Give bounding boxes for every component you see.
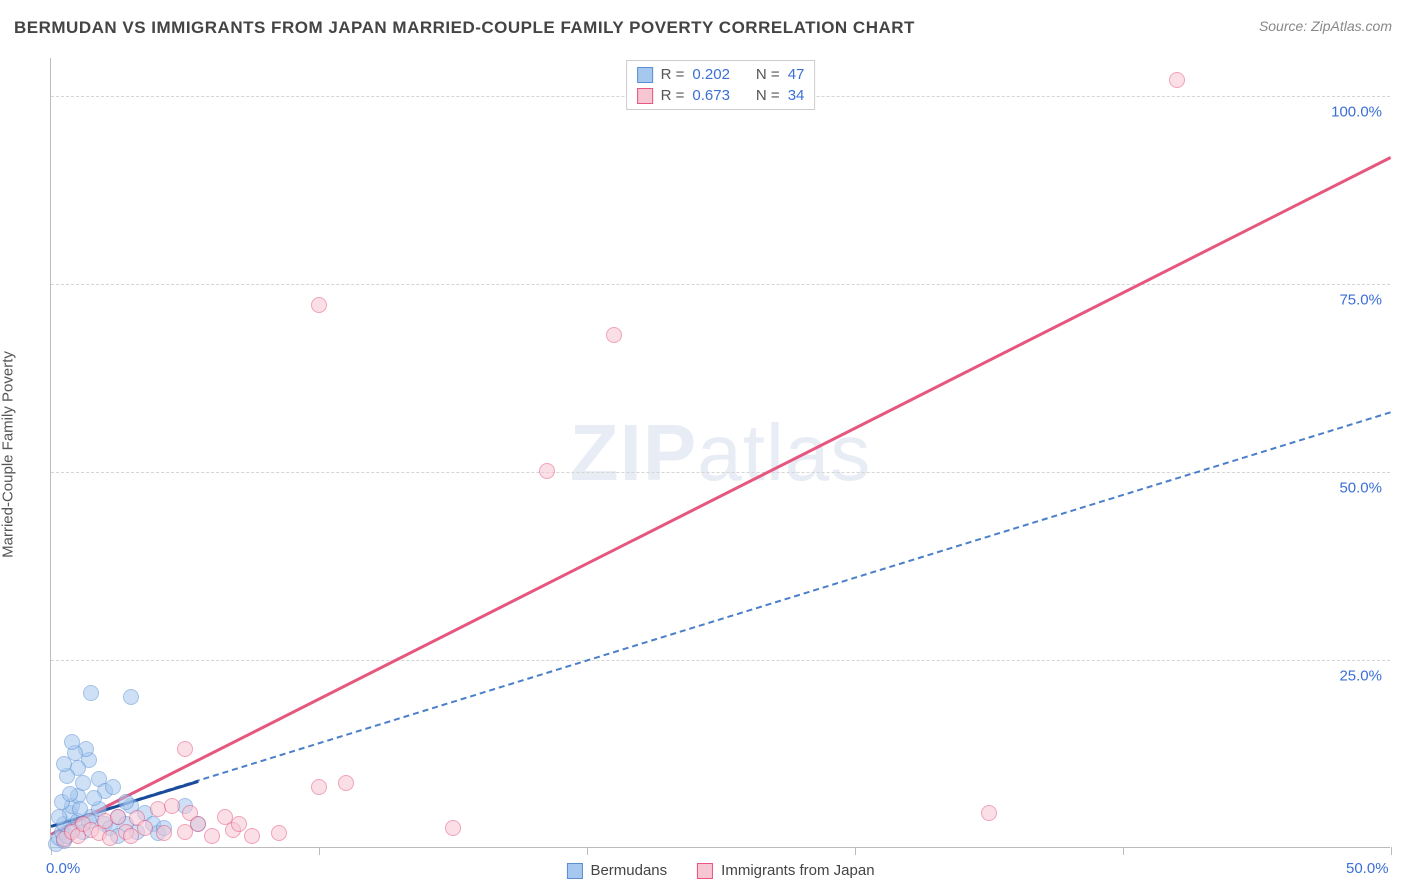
data-point xyxy=(539,463,555,479)
data-point xyxy=(177,741,193,757)
stats-legend: R = 0.202 N = 47 R = 0.673 N = 34 xyxy=(626,60,816,110)
data-point xyxy=(1169,72,1185,88)
watermark: ZIPatlas xyxy=(570,407,871,499)
data-point xyxy=(244,828,260,844)
chart-header: BERMUDAN VS IMMIGRANTS FROM JAPAN MARRIE… xyxy=(14,18,1392,38)
x-tick xyxy=(1391,847,1392,855)
data-point xyxy=(204,828,220,844)
data-point xyxy=(981,805,997,821)
data-point xyxy=(51,809,67,825)
y-axis-label: Married-Couple Family Poverty xyxy=(0,351,17,558)
data-point xyxy=(190,816,206,832)
n-label: N = xyxy=(756,87,780,104)
x-tick-label: 0.0% xyxy=(46,860,80,877)
data-point xyxy=(110,809,126,825)
chart-title: BERMUDAN VS IMMIGRANTS FROM JAPAN MARRIE… xyxy=(14,18,915,38)
swatch-icon xyxy=(637,67,653,83)
legend-item: Immigrants from Japan xyxy=(697,862,874,879)
stats-legend-row: R = 0.202 N = 47 xyxy=(637,64,805,85)
stats-legend-row: R = 0.673 N = 34 xyxy=(637,85,805,106)
data-point xyxy=(102,830,118,846)
x-tick xyxy=(319,847,320,855)
y-tick-label: 100.0% xyxy=(1331,103,1382,120)
data-point xyxy=(445,820,461,836)
y-tick-label: 50.0% xyxy=(1339,479,1382,496)
n-label: N = xyxy=(756,66,780,83)
data-point xyxy=(231,816,247,832)
data-point xyxy=(118,794,134,810)
data-point xyxy=(137,820,153,836)
data-point xyxy=(56,756,72,772)
x-tick xyxy=(587,847,588,855)
n-value: 34 xyxy=(788,87,805,104)
series-legend: Bermudans Immigrants from Japan xyxy=(566,862,874,879)
data-point xyxy=(156,825,172,841)
r-label: R = xyxy=(661,87,685,104)
swatch-icon xyxy=(566,863,582,879)
source-attribution: Source: ZipAtlas.com xyxy=(1259,18,1392,34)
x-tick xyxy=(1123,847,1124,855)
data-point xyxy=(64,734,80,750)
legend-label: Immigrants from Japan xyxy=(721,862,874,879)
n-value: 47 xyxy=(788,66,805,83)
regression-line xyxy=(50,156,1391,836)
data-point xyxy=(338,775,354,791)
x-tick xyxy=(855,847,856,855)
data-point xyxy=(311,779,327,795)
gridline xyxy=(51,284,1390,285)
r-value: 0.202 xyxy=(692,66,730,83)
data-point xyxy=(105,779,121,795)
data-point xyxy=(62,786,78,802)
swatch-icon xyxy=(697,863,713,879)
swatch-icon xyxy=(637,88,653,104)
data-point xyxy=(75,775,91,791)
legend-item: Bermudans xyxy=(566,862,667,879)
data-point xyxy=(164,798,180,814)
data-point xyxy=(606,327,622,343)
data-point xyxy=(83,685,99,701)
r-label: R = xyxy=(661,66,685,83)
y-tick-label: 75.0% xyxy=(1339,291,1382,308)
data-point xyxy=(311,297,327,313)
legend-label: Bermudans xyxy=(590,862,667,879)
data-point xyxy=(123,689,139,705)
gridline xyxy=(51,660,1390,661)
data-point xyxy=(271,825,287,841)
data-point xyxy=(86,790,102,806)
y-tick-label: 25.0% xyxy=(1339,667,1382,684)
r-value: 0.673 xyxy=(692,87,730,104)
x-tick-label: 50.0% xyxy=(1346,860,1389,877)
regression-line xyxy=(51,412,1392,828)
scatter-plot-area: ZIPatlas R = 0.202 N = 47 R = 0.673 N = … xyxy=(50,58,1390,848)
